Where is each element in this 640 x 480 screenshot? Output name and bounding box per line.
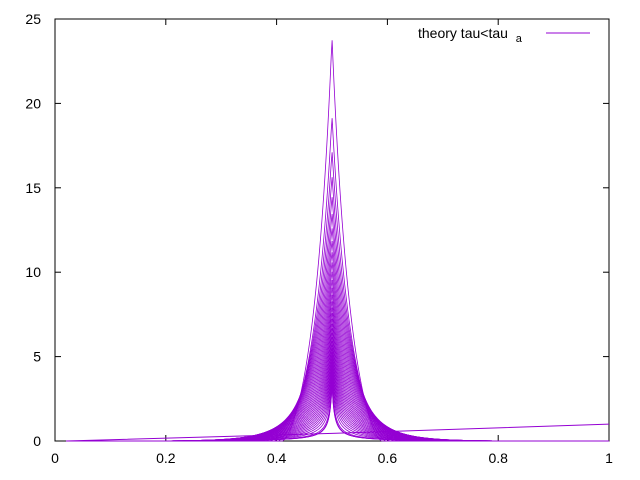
x-axis: 0 0.2 0.4 0.6 0.8 1 <box>51 19 613 466</box>
y-tick-label: 25 <box>25 11 41 27</box>
series-near-flat-line <box>66 423 610 442</box>
series-curve <box>66 386 609 442</box>
legend-label-subscript: a <box>516 33 523 45</box>
x-tick-label: 0.8 <box>488 450 508 466</box>
y-tick-label: 15 <box>25 180 41 196</box>
y-tick-label: 5 <box>33 349 41 365</box>
y-tick-label: 0 <box>33 433 41 449</box>
legend-label: theory tau<tau a <box>418 25 523 45</box>
y-axis: 0 5 10 15 20 25 <box>25 11 609 449</box>
legend-label-main: theory tau<tau <box>418 25 508 41</box>
series-group <box>66 40 610 442</box>
y-tick-label: 20 <box>25 95 41 111</box>
y-tick-label: 10 <box>25 264 41 280</box>
plot-frame <box>54 18 610 442</box>
legend: theory tau<tau a <box>418 25 590 45</box>
x-tick-label: 0.6 <box>378 450 398 466</box>
x-tick-label: 0 <box>51 450 59 466</box>
x-tick-label: 0.4 <box>267 450 287 466</box>
x-tick-label: 0.2 <box>156 450 176 466</box>
x-tick-label: 1 <box>605 450 613 466</box>
